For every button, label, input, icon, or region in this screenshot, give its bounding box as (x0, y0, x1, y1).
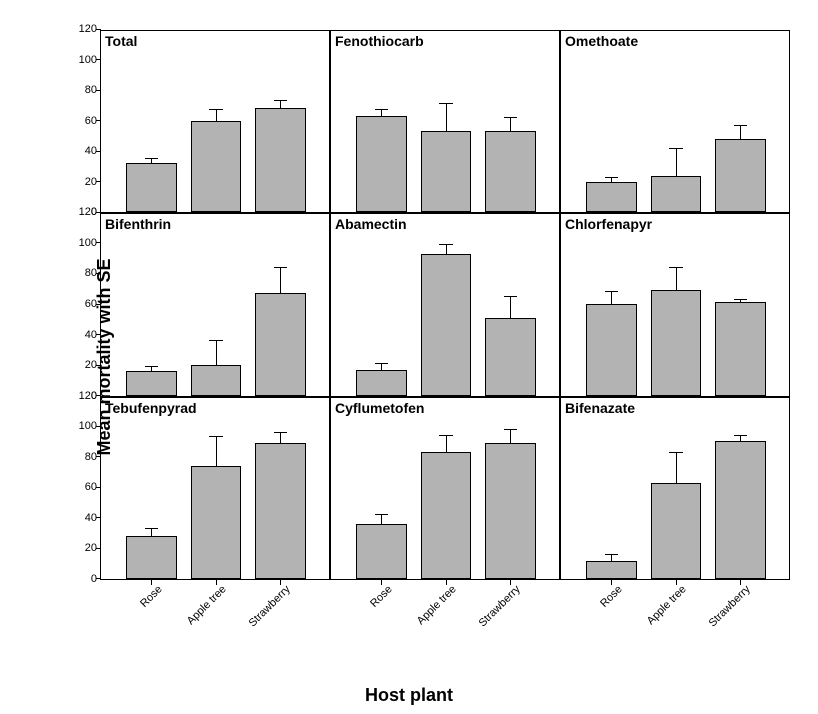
ytick-label: 60 (85, 481, 101, 493)
panel-title: Bifenthrin (105, 216, 171, 232)
bar (715, 139, 766, 212)
bar (715, 441, 766, 579)
bar (356, 370, 407, 396)
panel-omethoate: Omethoate (560, 30, 790, 213)
bar (356, 116, 407, 212)
bar (191, 121, 242, 213)
panel-bifenthrin: Bifenthrin020406080100120 (100, 213, 330, 396)
ytick-label: 40 (85, 145, 101, 157)
bar (651, 290, 702, 395)
ytick-label: 80 (85, 84, 101, 96)
bar (421, 131, 472, 212)
xtick-label: Rose (363, 579, 394, 610)
panel-title: Fenothiocarb (335, 33, 424, 49)
xtick-label: Rose (593, 579, 624, 610)
bar (191, 365, 242, 396)
ytick-label: 60 (85, 115, 101, 127)
figure: Mean mortality with SE Host plant Total0… (0, 0, 818, 714)
panel-fenothiocarb: Fenothiocarb (330, 30, 560, 213)
ytick-label: 100 (79, 237, 101, 249)
bar (255, 108, 306, 212)
x-axis-label: Host plant (365, 685, 453, 706)
bar (651, 483, 702, 579)
panel-title: Bifenazate (565, 400, 635, 416)
panel-cyflumetofen: CyflumetofenRoseApple treeStrawberry (330, 397, 560, 580)
bar (126, 163, 177, 212)
ytick-label: 0 (91, 573, 101, 585)
xtick-label: Rose (133, 579, 164, 610)
bar (255, 443, 306, 579)
bar (126, 536, 177, 579)
panel-title: Cyflumetofen (335, 400, 424, 416)
ytick-label: 120 (79, 390, 101, 402)
ytick-label: 20 (85, 542, 101, 554)
panel-title: Tebufenpyrad (105, 400, 197, 416)
bar (586, 304, 637, 396)
ytick-label: 120 (79, 206, 101, 218)
panel-title: Abamectin (335, 216, 407, 232)
ytick-label: 120 (79, 23, 101, 35)
bar (651, 176, 702, 213)
bar (421, 452, 472, 579)
panel-title: Chlorfenapyr (565, 216, 652, 232)
xtick-label: Apple tree (411, 579, 459, 627)
ytick-label: 20 (85, 176, 101, 188)
panel-title: Omethoate (565, 33, 638, 49)
panel-chlorfenapyr: Chlorfenapyr (560, 213, 790, 396)
ytick-label: 100 (79, 54, 101, 66)
bar (715, 302, 766, 395)
panel-grid: Total020406080100120 Fenothiocarb Omethoat… (100, 30, 790, 580)
bar (191, 466, 242, 579)
bar (485, 318, 536, 396)
ytick-label: 60 (85, 298, 101, 310)
xtick-label: Strawberry (703, 579, 753, 629)
xtick-label: Apple tree (641, 579, 689, 627)
bar (485, 443, 536, 579)
panel-total: Total020406080100120 (100, 30, 330, 213)
ytick-label: 40 (85, 329, 101, 341)
bar (586, 182, 637, 213)
xtick-label: Strawberry (473, 579, 523, 629)
ytick-label: 80 (85, 267, 101, 279)
ytick-label: 80 (85, 451, 101, 463)
panel-bifenazate: BifenazateRoseApple treeStrawberry (560, 397, 790, 580)
panel-abamectin: Abamectin (330, 213, 560, 396)
bar (586, 561, 637, 579)
ytick-label: 20 (85, 359, 101, 371)
bar (421, 254, 472, 396)
panel-tebufenpyrad: Tebufenpyrad020406080100120RoseApple tre… (100, 397, 330, 580)
xtick-label: Strawberry (243, 579, 293, 629)
bar (356, 524, 407, 579)
bar (255, 293, 306, 395)
ytick-label: 100 (79, 420, 101, 432)
ytick-label: 40 (85, 512, 101, 524)
bar (485, 131, 536, 212)
bar (126, 371, 177, 395)
xtick-label: Apple tree (181, 579, 229, 627)
panel-title: Total (105, 33, 137, 49)
